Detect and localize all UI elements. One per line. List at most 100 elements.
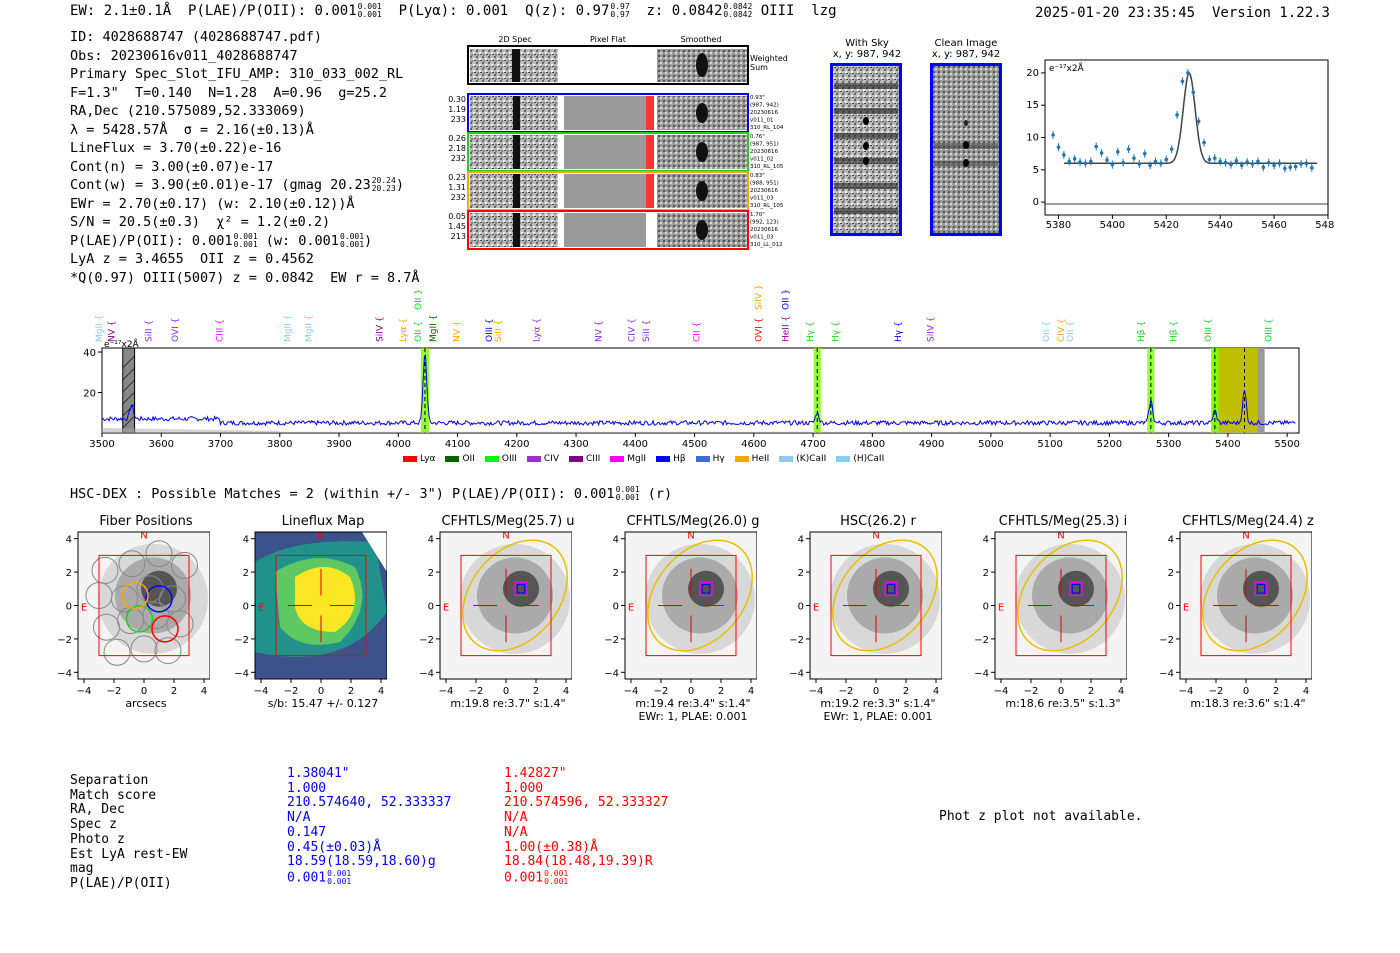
fit-data-point (1202, 140, 1206, 145)
fit-data-point (1078, 160, 1082, 164)
fit-data-point (1051, 133, 1055, 137)
spec-row-right-value: 0.93" (750, 95, 765, 101)
fiber-circle (154, 637, 182, 665)
col-smoothed: Smoothed (681, 35, 722, 44)
spectral-line-label-top: OII } (781, 289, 791, 310)
detection-info: ID: 4028688747 (4028688747.pdf) Obs: 2023… (70, 28, 420, 287)
fit-data-point (1148, 163, 1152, 168)
spec-row-gap (560, 213, 563, 247)
cutout-panel: N E −4 −4 −2 −2 0 0 2 2 4 4 (604, 531, 757, 697)
fit-data-point (1115, 149, 1120, 154)
fit-data-point (1191, 90, 1196, 95)
spectrum-xtick-label: 4400 (623, 439, 648, 450)
fiber-circle (103, 638, 131, 666)
spectral-line-label: SiII { (494, 320, 504, 342)
match-marker-inner (516, 584, 526, 594)
spectral-line-label: OIII { (1264, 318, 1274, 342)
match-label: mag (70, 861, 94, 877)
cutout-ytick-label: 4 (428, 535, 434, 546)
aperture-ellipse (832, 539, 938, 652)
spec-row-flat (564, 174, 646, 208)
cutout-caption: m:18.3 re:3.6" s:1.4" (1160, 697, 1336, 710)
cutout-xtick-label: 4 (563, 686, 569, 697)
hsc-sub: 0.001 (615, 493, 640, 502)
cutout-ytick-label: 2 (243, 568, 249, 579)
cutout-xtick-label: −2 (469, 686, 484, 697)
flag: lzg (811, 3, 837, 19)
info-params: F=1.3" T=0.140 N=1.28 A=0.96 g=25.2 (70, 84, 387, 101)
spec-row-left-value: 2.18 (448, 144, 466, 153)
legend-item: Hγ (695, 454, 725, 464)
legend-swatch (779, 456, 794, 462)
match-b: 1.42827" 1.000 210.574596, 52.333327 N/A N/A… (504, 766, 669, 886)
match-b-value: 210.574596, 52.333327 (504, 795, 669, 811)
spec-row-left-value: 213 (451, 232, 466, 241)
cutout-xtick-label: 4 (933, 686, 939, 697)
spec-row-right-value: 0.83" (750, 173, 765, 179)
spec-row-flat (564, 213, 646, 247)
fit-model-line (1063, 71, 1318, 165)
qz-label: Q(z): (525, 3, 568, 19)
cutout-caption-line1: m:19.8 re:3.7" s:1.4" (450, 697, 566, 710)
spectrum-xtick-label: 4500 (682, 439, 707, 450)
spectral-line-label: Hγ { (894, 321, 904, 342)
match-a-value: 0.001 0.001 0.001 (287, 868, 352, 886)
spectrum-frame (101, 347, 1300, 434)
fit-xtick-label: 5460 (1261, 220, 1286, 231)
legend-item: Lyα (403, 454, 435, 464)
spec-row-left-value: 232 (451, 193, 466, 202)
spectral-line-label: MgII { (304, 315, 314, 342)
spec-row-right-value: 0.76" (750, 134, 765, 140)
fit-data-point (1310, 166, 1314, 170)
cutout-xtick-label: 4 (201, 686, 207, 697)
cutout-xtick-label: −2 (107, 686, 122, 697)
spectral-line-label: OII { (1066, 321, 1076, 342)
fit-data-point (1105, 158, 1109, 162)
legend-swatch (656, 456, 671, 462)
cutout-xtick-label: 4 (1118, 686, 1124, 697)
legend-item: CIII (569, 454, 600, 464)
cutout-ytick-label: −4 (419, 668, 434, 679)
spec-row-right-value: 20230616 (750, 227, 778, 233)
search-box (98, 554, 190, 657)
spectrum-xtick-label: 5100 (1037, 439, 1062, 450)
cutout-xtick-label: 0 (1058, 686, 1064, 697)
match-label: Separation (70, 773, 149, 788)
cont-w-sup: 20.24 (371, 176, 396, 185)
cutout-caption: m:18.6 re:3.5" s:1.3" (975, 697, 1151, 710)
header-timestamp: 2025-01-20 23:35:45 Version 1.22.3 (1035, 5, 1330, 21)
cutout-caption: m:19.8 re:3.7" s:1.4" (420, 697, 596, 710)
cutout-ytick-label: 2 (798, 568, 804, 579)
cutout-caption-line1: m:19.2 re:3.3" s:1.4" (820, 697, 936, 710)
match-b-value: 0.001 0.001 0.001 (504, 868, 569, 886)
match-label: RA, Dec (70, 802, 125, 818)
fit-ylabel: e⁻¹⁷x2Å (1049, 62, 1085, 74)
cutout-ytick-label: −4 (234, 668, 249, 679)
cutout-xtick-label: 2 (1088, 686, 1094, 697)
spec-row-right-value: 310_RL_105 (750, 203, 784, 209)
spec-row-smooth-line (696, 142, 708, 162)
cutout-caption-line1: m:18.6 re:3.5" s:1.3" (1005, 697, 1121, 710)
legend-label: Lyα (420, 454, 436, 464)
match-a-value: 18.59(18.59,18.60)g (287, 854, 436, 870)
cutout-ytick-label: 2 (66, 568, 72, 579)
match-marker (699, 581, 713, 597)
info-primary: Primary Spec_Slot_IFU_AMP: 310_033_002_R… (70, 66, 404, 82)
cutout-panel: N E −4 −4 −2 −2 0 0 2 2 4 4 (419, 531, 572, 697)
spec-row-left-value: 233 (451, 115, 466, 124)
legend-label: CIII (586, 454, 601, 464)
fit-data-point (1261, 165, 1266, 170)
match-a-value: 210.574640, 52.333337 (287, 795, 452, 811)
fit-data-point (1186, 71, 1190, 75)
cont-w-sub: 20.23 (371, 184, 396, 193)
cutout-ytick-label: −2 (234, 635, 249, 646)
cutout-xtick-label: 2 (533, 686, 539, 697)
sky-coords: x, y: 987, 942 (832, 49, 902, 60)
legend-swatch (445, 456, 460, 462)
fit-data-point (1283, 166, 1287, 171)
line-name: OIII (760, 3, 795, 19)
photz-message: Phot z plot not available. (939, 809, 1143, 824)
